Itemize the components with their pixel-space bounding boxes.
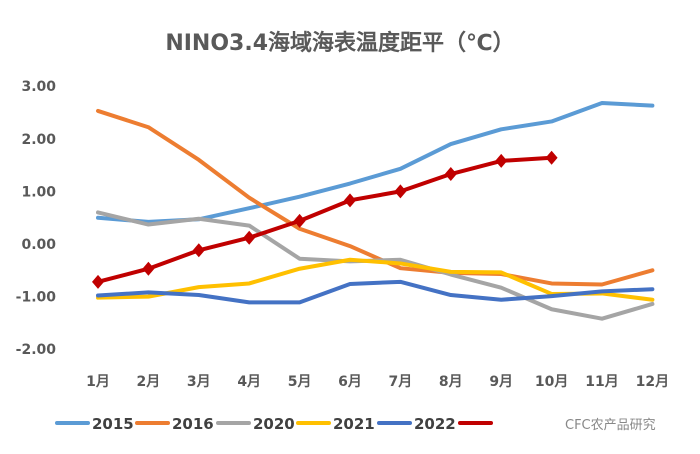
y-tick-label: 2.00 <box>21 132 56 148</box>
y-axis: 3.00 2.00 1.00 0.00 -1.00 -2.00 <box>16 79 57 358</box>
legend-label: 2022 <box>414 415 456 433</box>
data-point <box>545 150 558 165</box>
data-point <box>344 193 356 208</box>
watermark: CFC农产品研究 <box>565 418 656 433</box>
series-line-2020 <box>96 210 655 321</box>
x-tick-label: 8月 <box>439 374 463 390</box>
data-point <box>495 153 508 168</box>
x-tick-label: 7月 <box>389 374 413 390</box>
x-tick-label: 1月 <box>86 374 110 390</box>
x-tick-label: 6月 <box>338 374 362 390</box>
data-point <box>243 230 256 245</box>
series-line-2015 <box>96 101 655 224</box>
data-point <box>142 261 155 276</box>
series-line-2022 <box>96 279 655 305</box>
data-point <box>293 213 306 228</box>
y-tick-label: -1.00 <box>16 290 57 306</box>
legend: 2015 2016 2020 2021 2022 <box>55 415 493 433</box>
data-point <box>92 274 104 289</box>
legend-label: 2016 <box>172 415 214 433</box>
data-point <box>444 167 457 182</box>
x-tick-label: 12月 <box>636 374 669 390</box>
x-tick-label: 4月 <box>237 374 261 390</box>
y-tick-label: -2.00 <box>16 342 57 358</box>
series-line-red <box>96 155 554 284</box>
legend-label: 2020 <box>253 415 295 433</box>
x-tick-label: 10月 <box>535 374 568 390</box>
legend-label: 2015 <box>92 415 134 433</box>
y-tick-label: 1.00 <box>21 184 56 200</box>
plot-area <box>92 101 655 321</box>
chart-title: NINO3.4海域海表温度距平（℃） <box>165 30 514 56</box>
data-point <box>192 243 205 258</box>
x-tick-label: 9月 <box>489 374 513 390</box>
legend-label: 2021 <box>333 415 375 433</box>
series-line-2016 <box>96 108 655 287</box>
x-tick-label: 5月 <box>288 374 312 390</box>
data-point <box>394 184 407 199</box>
x-tick-label: 11月 <box>585 374 618 390</box>
y-tick-label: 0.00 <box>21 237 56 253</box>
x-tick-label: 2月 <box>137 374 161 390</box>
y-tick-label: 3.00 <box>21 79 56 95</box>
x-tick-label: 3月 <box>187 374 211 390</box>
x-axis: 1月 2月 3月 4月 5月 6月 7月 8月 9月 10月 11月 12月 <box>86 374 669 390</box>
